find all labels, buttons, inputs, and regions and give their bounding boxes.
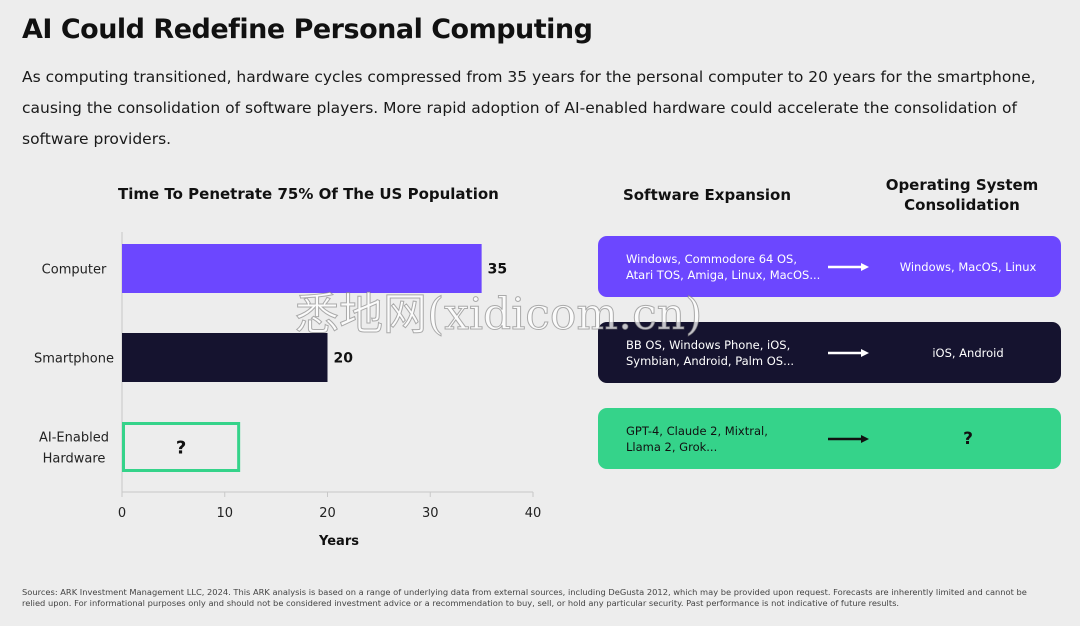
arrow-right-icon <box>828 262 869 271</box>
x-axis-label: Years <box>318 534 359 549</box>
os-consolidation-result: Windows, MacOS, Linux <box>899 259 1037 274</box>
x-tick-label: 0 <box>118 506 126 521</box>
os-consolidation-header: Operating System Consolidation <box>885 176 1039 214</box>
category-label: Smartphone <box>34 352 114 367</box>
x-tick-label: 10 <box>216 506 233 521</box>
arrow-right-icon <box>828 434 869 443</box>
bar-value-label: ? <box>176 438 186 459</box>
chart-title: Time To Penetrate 75% Of The US Populati… <box>118 185 499 203</box>
category-label: AI-Enabled Hardware <box>39 431 109 467</box>
bar-value-label: 20 <box>334 351 354 367</box>
bar <box>122 333 328 382</box>
bar-value-label: 35 <box>488 262 507 278</box>
arrow-right-icon <box>828 348 869 357</box>
software-expansion-header: Software Expansion <box>622 186 792 204</box>
x-tick-label: 20 <box>319 506 336 521</box>
sources-footnote: Sources: ARK Investment Management LLC, … <box>22 587 1027 608</box>
category-label: Computer <box>42 263 107 278</box>
software-expansion-list: BB OS, Windows Phone, iOS, Symbian, Andr… <box>626 337 795 368</box>
os-consolidation-result: iOS, Android <box>932 345 1004 360</box>
software-expansion-list: Windows, Commodore 64 OS, Atari TOS, Ami… <box>626 251 821 282</box>
page-title: AI Could Redefine Personal Computing <box>22 14 593 45</box>
software-expansion-list: GPT-4, Claude 2, Mixtral, Llama 2, Grok.… <box>626 423 768 454</box>
software-row: BB OS, Windows Phone, iOS, Symbian, Andr… <box>598 322 1061 383</box>
page-subtitle: As computing transitioned, hardware cycl… <box>22 68 1036 148</box>
bar <box>122 244 482 293</box>
os-consolidation-result: ? <box>963 428 973 449</box>
x-tick-label: 30 <box>422 506 439 521</box>
software-row: GPT-4, Claude 2, Mixtral, Llama 2, Grok.… <box>598 408 1061 469</box>
bar-unknown <box>122 422 241 472</box>
x-tick-label: 40 <box>525 506 542 521</box>
software-row: Windows, Commodore 64 OS, Atari TOS, Ami… <box>598 236 1061 297</box>
